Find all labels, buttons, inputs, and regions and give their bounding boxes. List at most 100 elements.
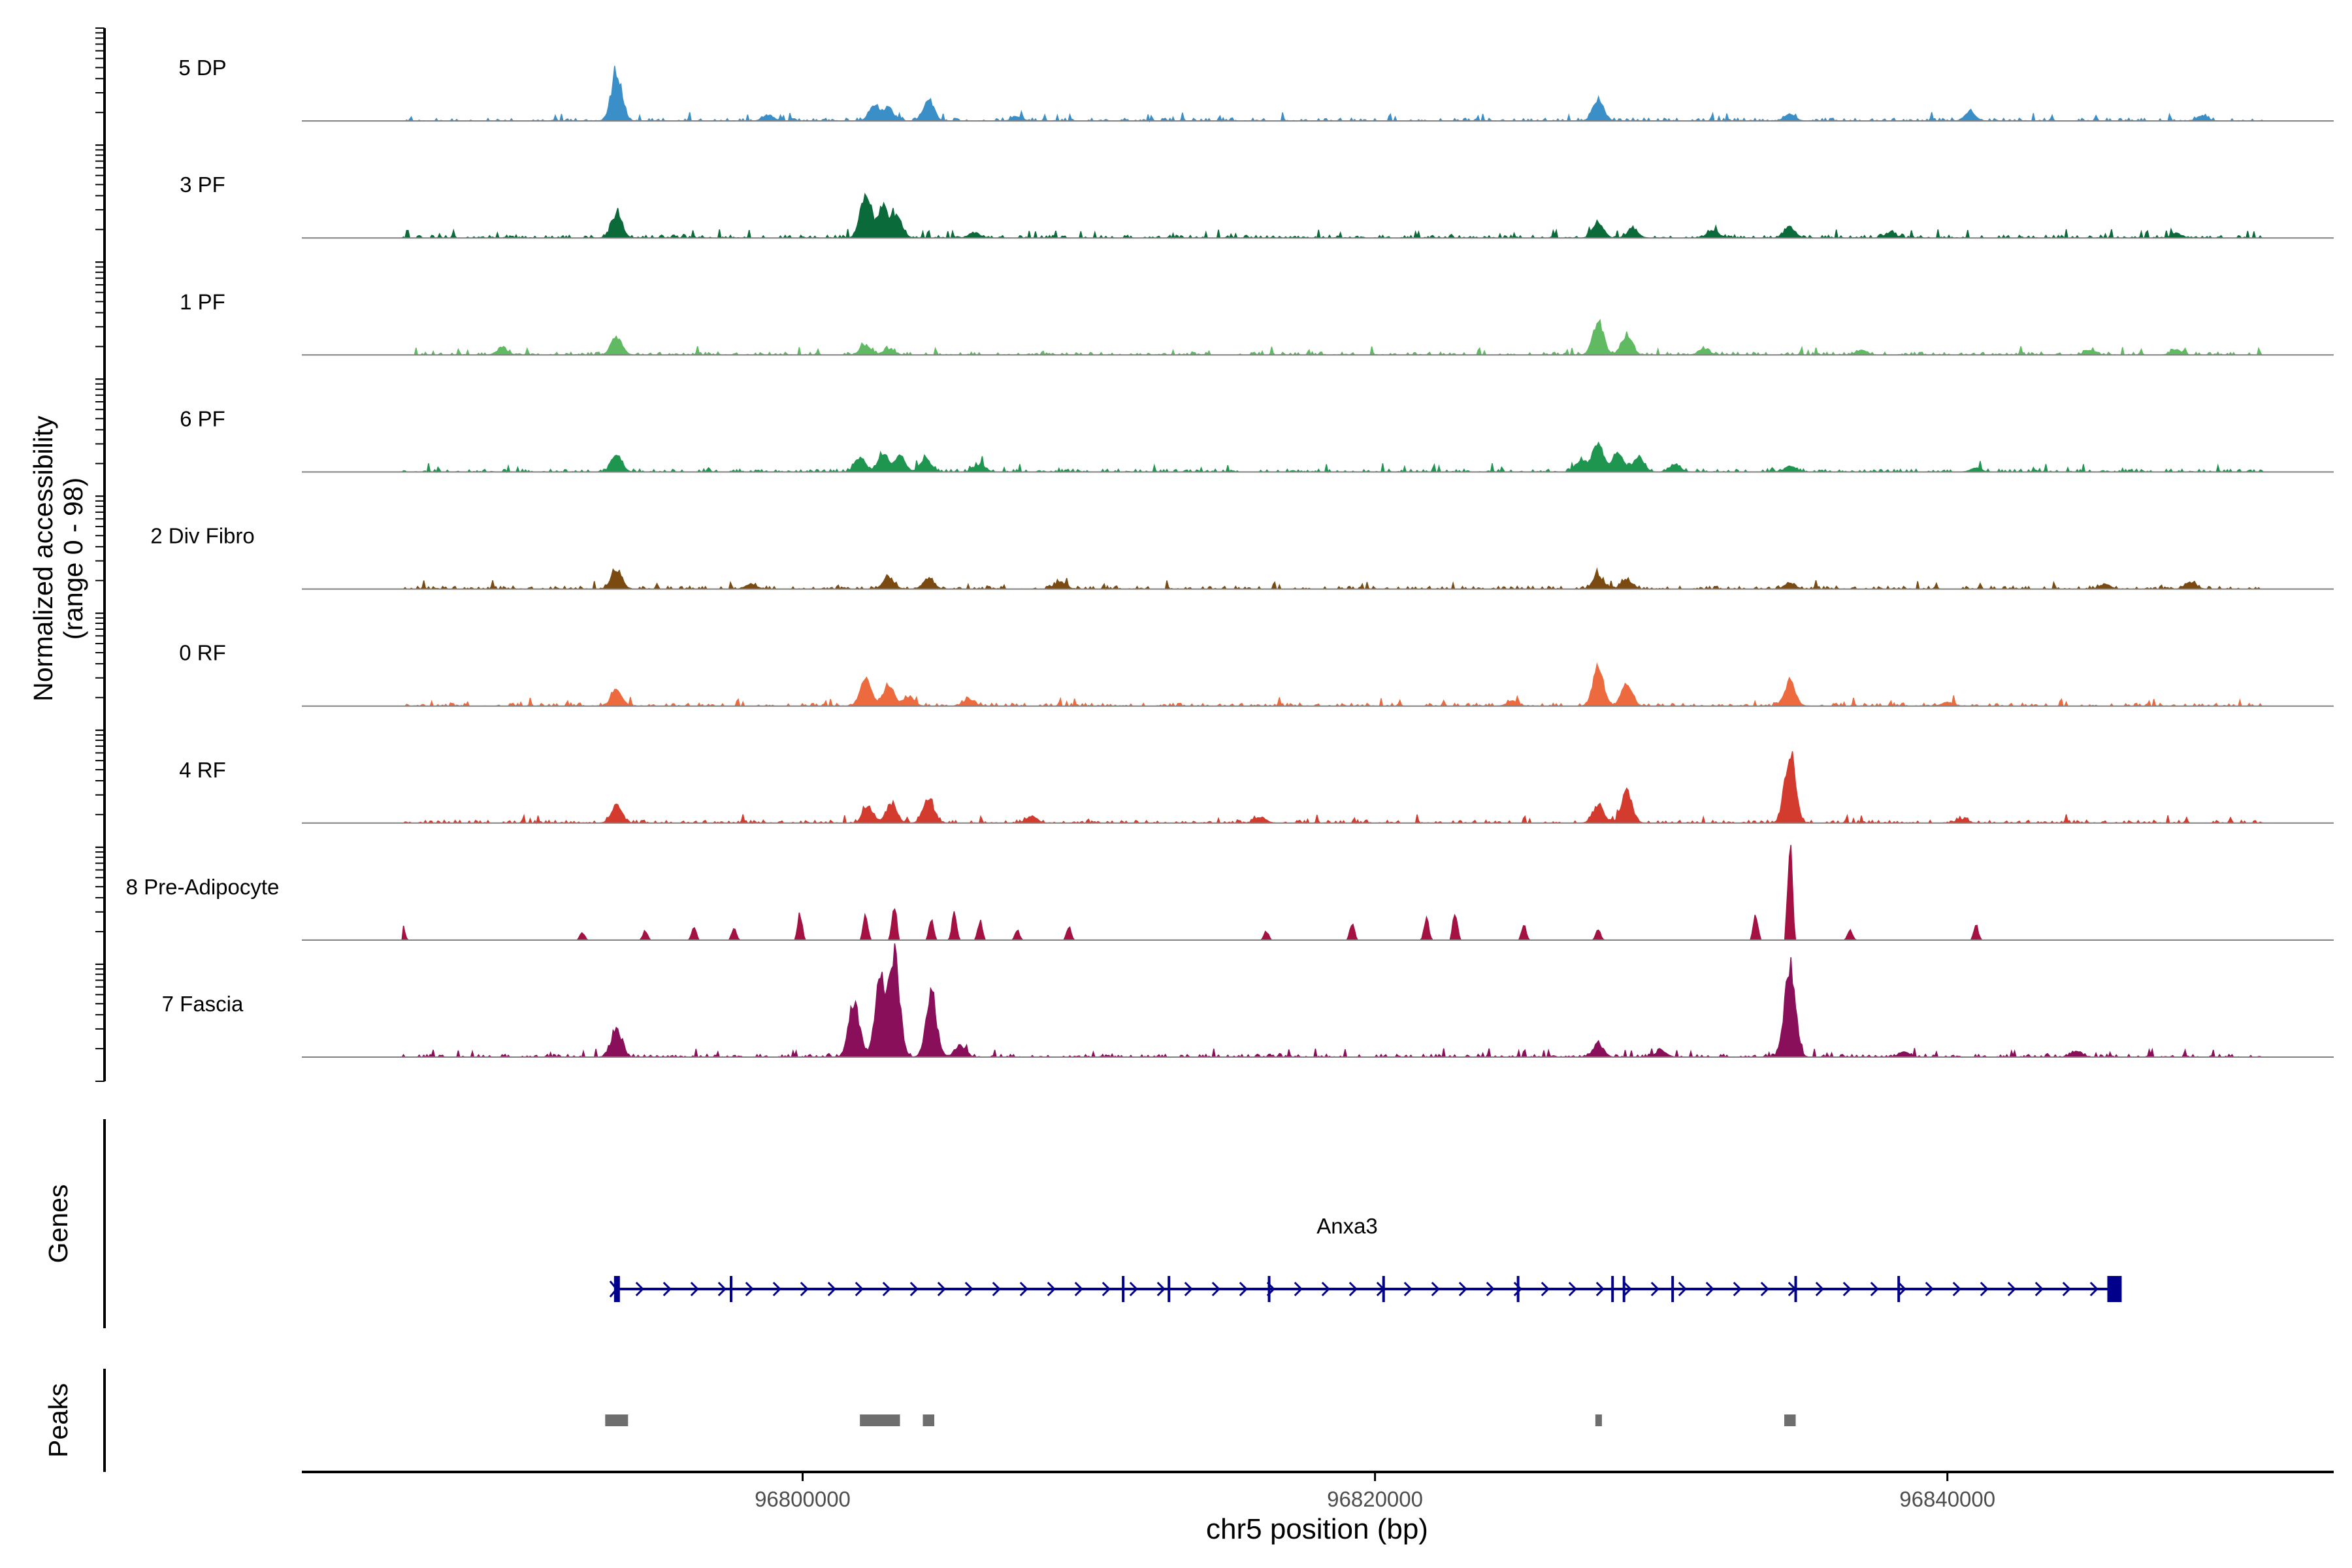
strand-arrow bbox=[964, 1281, 973, 1297]
strand-arrow bbox=[1047, 1281, 1056, 1297]
peak-region bbox=[605, 1414, 629, 1426]
strand-arrow bbox=[1074, 1281, 1083, 1297]
strand-arrow bbox=[1568, 1281, 1577, 1297]
strand-arrow bbox=[1952, 1281, 1961, 1297]
exon bbox=[1267, 1276, 1271, 1302]
strand-arrow bbox=[2034, 1281, 2044, 1297]
coverage-area bbox=[302, 662, 2334, 708]
track-label: 6 PF bbox=[180, 406, 225, 431]
coverage-area bbox=[302, 318, 2334, 357]
strand-arrow bbox=[1733, 1281, 1742, 1297]
strand-arrow bbox=[1156, 1281, 1166, 1297]
track-label: 5 DP bbox=[178, 56, 226, 80]
exon bbox=[1611, 1276, 1614, 1302]
gene-name-label: Anxa3 bbox=[1316, 1214, 1378, 1238]
strand-arrow bbox=[855, 1281, 864, 1297]
strand-arrow bbox=[1623, 1281, 1632, 1297]
strand-arrow bbox=[2007, 1281, 2016, 1297]
strand-arrow bbox=[1458, 1281, 1467, 1297]
coverage-area bbox=[302, 65, 2334, 123]
exon bbox=[1671, 1276, 1674, 1302]
x-tick-label: 96820000 bbox=[1327, 1487, 1423, 1511]
strand-arrow bbox=[1815, 1281, 1824, 1297]
strand-arrow bbox=[662, 1281, 672, 1297]
coverage-area bbox=[302, 441, 2334, 474]
strand-arrow bbox=[1431, 1281, 1440, 1297]
track-label: 0 RF bbox=[179, 641, 226, 665]
exon bbox=[2107, 1276, 2122, 1302]
strand-arrow bbox=[1925, 1281, 1934, 1297]
x-axis: 96800000 96820000 96840000 bbox=[755, 1472, 1995, 1511]
track-label: 4 RF bbox=[179, 758, 226, 782]
track-label: 3 PF bbox=[180, 172, 225, 197]
exon bbox=[1516, 1276, 1520, 1302]
track-6-pf: 6 PF bbox=[180, 406, 2334, 474]
strand-arrow bbox=[1403, 1281, 1413, 1297]
strand-arrow bbox=[1705, 1281, 1714, 1297]
strand-arrow bbox=[1595, 1281, 1605, 1297]
strand-arrow bbox=[745, 1281, 754, 1297]
coverage-area bbox=[302, 193, 2334, 239]
strand-arrow bbox=[827, 1281, 836, 1297]
track-label: 8 Pre-Adipocyte bbox=[126, 875, 280, 899]
track-0-rf: 0 RF bbox=[179, 641, 2334, 708]
strand-arrow bbox=[717, 1281, 727, 1297]
peak-region bbox=[860, 1414, 900, 1426]
exon bbox=[730, 1276, 733, 1302]
accessibility-tracks: 5 DP 3 PF 1 PF 6 PF 2 Div Fibro 0 RF 4 RF 8 Pre… bbox=[126, 56, 2334, 1058]
strand-arrow bbox=[1650, 1281, 1659, 1297]
peak-region bbox=[923, 1414, 934, 1426]
strand-arrow bbox=[1294, 1281, 1303, 1297]
strand-arrow bbox=[635, 1281, 644, 1297]
strand-arrow bbox=[1541, 1281, 1550, 1297]
strand-arrow bbox=[1897, 1281, 1906, 1297]
track-7-fascia: 7 Fascia bbox=[162, 943, 2334, 1058]
strand-arrow bbox=[1980, 1281, 1989, 1297]
strand-arrow bbox=[800, 1281, 809, 1297]
track-5-dp: 5 DP bbox=[178, 56, 2334, 123]
exon bbox=[1622, 1276, 1625, 1302]
strand-arrow bbox=[1486, 1281, 1495, 1297]
strand-arrow bbox=[1678, 1281, 1687, 1297]
strand-arrow bbox=[1321, 1281, 1330, 1297]
x-axis-label: chr5 position (bp) bbox=[1206, 1513, 1428, 1545]
strand-arrow bbox=[992, 1281, 1001, 1297]
track-4-rf: 4 RF bbox=[179, 751, 2334, 825]
peak-region bbox=[1784, 1414, 1796, 1426]
track-label: 1 PF bbox=[180, 289, 225, 314]
strand-arrow bbox=[1870, 1281, 1879, 1297]
peak-region bbox=[1595, 1414, 1602, 1426]
strand-arrow bbox=[1129, 1281, 1138, 1297]
exon bbox=[1897, 1276, 1901, 1302]
track-2-div-fibro: 2 Div Fibro bbox=[150, 524, 2334, 591]
strand-arrow bbox=[1760, 1281, 1769, 1297]
exon bbox=[1168, 1276, 1171, 1302]
strand-arrow bbox=[690, 1281, 699, 1297]
strand-arrow bbox=[1842, 1281, 1852, 1297]
strand-arrow bbox=[2089, 1281, 2099, 1297]
strand-arrow bbox=[1239, 1281, 1248, 1297]
exon bbox=[1122, 1276, 1125, 1302]
peaks-label: Peaks bbox=[43, 1383, 73, 1458]
y-axis-range-label: (range 0 - 98) bbox=[58, 478, 88, 640]
strand-arrow bbox=[1184, 1281, 1193, 1297]
exon bbox=[1382, 1276, 1385, 1302]
track-label: 2 Div Fibro bbox=[150, 524, 255, 548]
exon bbox=[1794, 1276, 1797, 1302]
genes-label: Genes bbox=[43, 1184, 73, 1264]
strand-arrow bbox=[1348, 1281, 1358, 1297]
strand-arrow bbox=[1102, 1281, 1111, 1297]
coverage-area bbox=[302, 943, 2334, 1058]
x-tick-label: 96840000 bbox=[1899, 1487, 1995, 1511]
track-1-pf: 1 PF bbox=[180, 289, 2334, 357]
coverage-area bbox=[302, 845, 2334, 941]
exon bbox=[613, 1276, 620, 1302]
gene-track: Anxa3 bbox=[609, 1214, 2122, 1302]
track-3-pf: 3 PF bbox=[180, 172, 2334, 239]
strand-arrow bbox=[1211, 1281, 1220, 1297]
y-axis-label: Normalized accessibility bbox=[28, 416, 58, 702]
strand-arrow bbox=[2062, 1281, 2071, 1297]
x-tick-label: 96800000 bbox=[755, 1487, 851, 1511]
track-label: 7 Fascia bbox=[162, 992, 244, 1016]
